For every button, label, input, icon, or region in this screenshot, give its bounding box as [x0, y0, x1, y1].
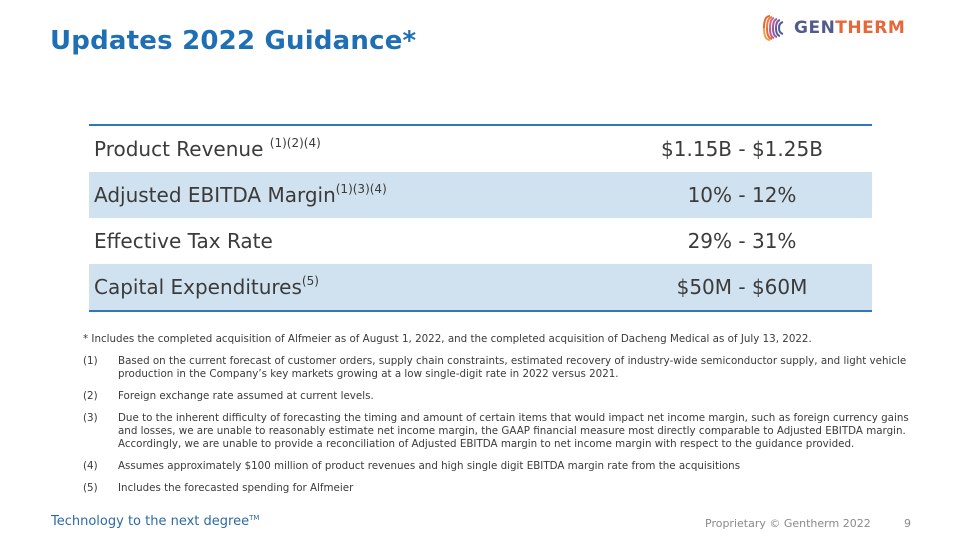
row-label: Effective Tax Rate	[89, 229, 612, 253]
page-number: 9	[904, 517, 911, 530]
footnote-text: Includes the forecasted spending for Alf…	[118, 482, 354, 494]
footnote-number: (5)	[83, 482, 98, 494]
row-label: Capital Expenditures(5)	[89, 275, 612, 299]
logo-text-gen: GEN	[794, 18, 836, 38]
row-footnote-ref: (5)	[301, 274, 319, 288]
guidance-row-capital-expenditures: Capital Expenditures(5) $50M - $60M	[89, 264, 872, 310]
guidance-row-adjusted-ebitda-margin: Adjusted EBITDA Margin(1)(3)(4) 10% - 12…	[89, 172, 872, 218]
row-label: Product Revenue (1)(2)(4)	[89, 137, 612, 161]
footnote-number: (2)	[83, 390, 98, 402]
page-title: Updates 2022 Guidance*	[50, 26, 417, 56]
footnote-number: (4)	[83, 460, 98, 472]
guidance-row-product-revenue: Product Revenue (1)(2)(4) $1.15B - $1.25…	[89, 126, 872, 172]
row-label-text: Effective Tax Rate	[94, 229, 273, 253]
footnote-number: (3)	[83, 412, 98, 424]
acquisition-note: * Includes the completed acquisition of …	[83, 333, 812, 345]
footnote-text: Foreign exchange rate assumed at current…	[118, 390, 374, 402]
guidance-row-effective-tax-rate: Effective Tax Rate 29% - 31%	[89, 218, 872, 264]
footnote-text: Due to the inherent difficulty of foreca…	[118, 412, 909, 450]
logo-text-therm: THERM	[835, 18, 906, 38]
footnote-item: (2) Foreign exchange rate assumed at cur…	[83, 390, 913, 403]
row-label-text: Capital Expenditures	[94, 275, 302, 299]
trademark-mark: TM	[249, 514, 260, 522]
row-label-text: Product Revenue	[94, 137, 270, 161]
footnote-number: (1)	[83, 355, 98, 367]
row-value: $50M - $60M	[676, 275, 808, 299]
row-value: 29% - 31%	[687, 229, 797, 253]
row-value: $1.15B - $1.25B	[661, 137, 823, 161]
copyright-footer: Proprietary © Gentherm 2022	[705, 517, 871, 530]
footnote-text: Based on the current forecast of custome…	[118, 355, 907, 380]
tagline: Technology to the next degreeTM	[51, 514, 259, 529]
footnote-item: (3) Due to the inherent difficulty of fo…	[83, 412, 913, 451]
row-label-text: Adjusted EBITDA Margin	[94, 183, 336, 207]
logo-wordmark: GENTHERM	[794, 18, 905, 38]
row-footnote-ref: (1)(2)(4)	[269, 136, 321, 150]
tagline-text: Technology to the next degree	[51, 514, 250, 529]
guidance-table: Product Revenue (1)(2)(4) $1.15B - $1.25…	[89, 124, 872, 312]
gentherm-logo: GENTHERM	[760, 14, 905, 42]
footnote-item: (1) Based on the current forecast of cus…	[83, 355, 913, 381]
footnote-item: (4) Assumes approximately $100 million o…	[83, 460, 913, 473]
footnotes: * Includes the completed acquisition of …	[83, 333, 913, 504]
row-footnote-ref: (1)(3)(4)	[335, 182, 387, 196]
footnote-item: (5) Includes the forecasted spending for…	[83, 482, 913, 495]
row-label: Adjusted EBITDA Margin(1)(3)(4)	[89, 183, 612, 207]
gentherm-logo-icon	[763, 15, 784, 41]
row-value: 10% - 12%	[687, 183, 797, 207]
footnote-text: Assumes approximately $100 million of pr…	[118, 460, 741, 472]
